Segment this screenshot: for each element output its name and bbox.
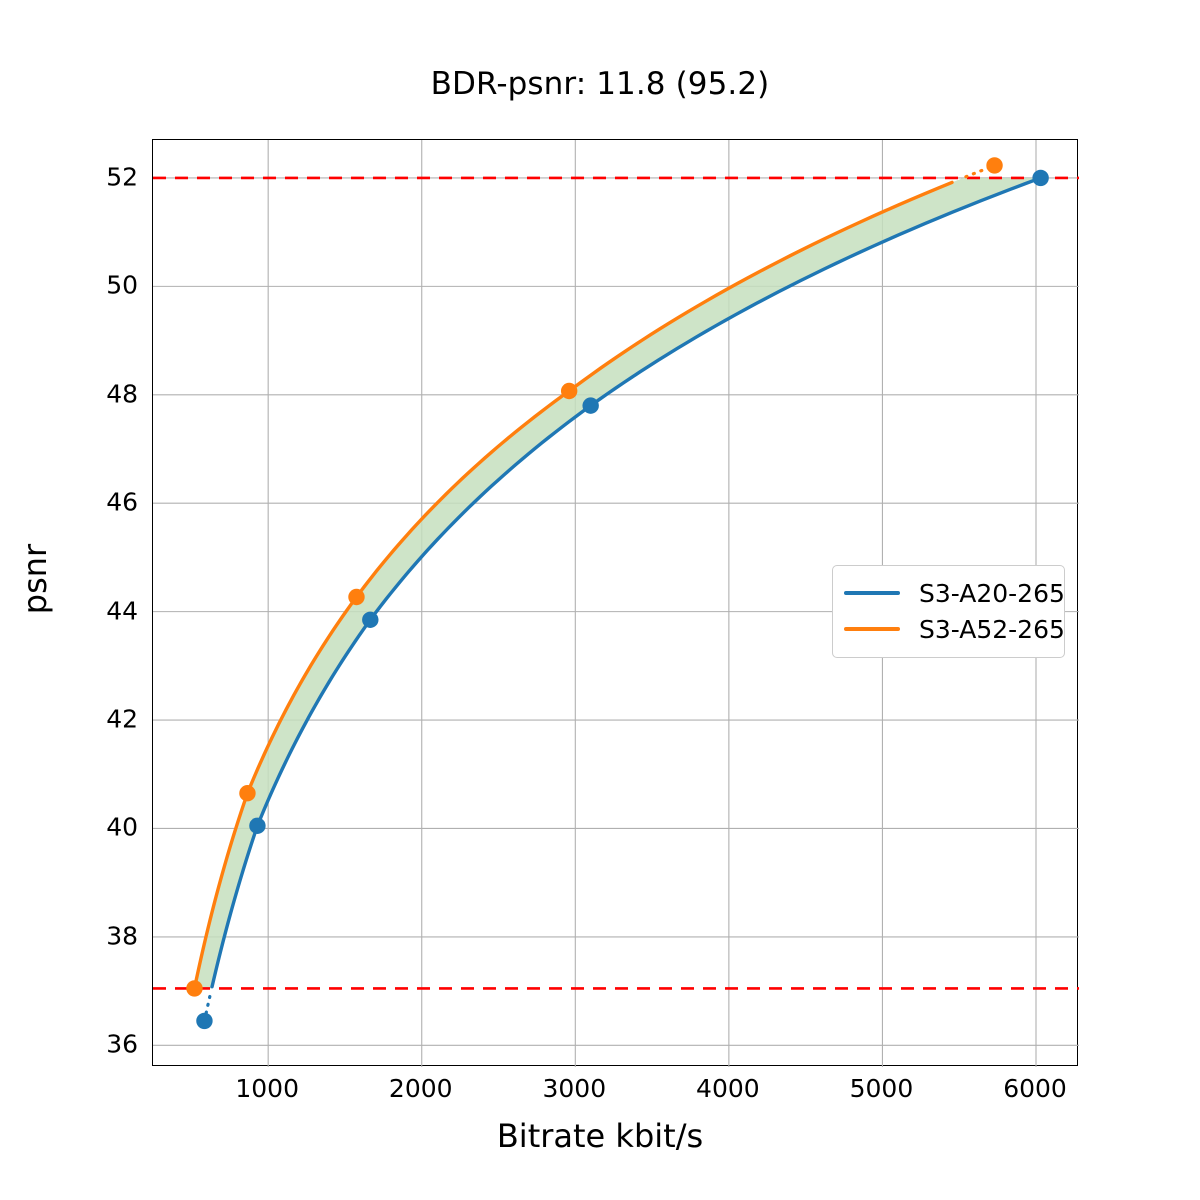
- legend-item-1[interactable]: S3-A52-265: [844, 611, 1065, 647]
- x-tick-label-5000: 5000: [849, 1074, 914, 1103]
- x-tick-label-3000: 3000: [542, 1074, 607, 1103]
- y-tick-label-46: 46: [106, 487, 138, 517]
- y-axis-label: psnr: [16, 543, 54, 615]
- reference-lines: [153, 176, 1079, 990]
- y-tick-label-38: 38: [106, 921, 138, 951]
- y-tick-label-52: 52: [106, 162, 138, 192]
- y-tick-label-48: 48: [106, 379, 138, 409]
- legend-label-1: S3-A52-265: [919, 614, 1065, 644]
- x-axis-label: Bitrate kbit/s: [496, 1117, 704, 1155]
- y-tick-label-40: 40: [106, 812, 138, 842]
- x-tick-label-4000: 4000: [696, 1074, 760, 1103]
- legend-label-0: S3-A20-265: [919, 578, 1065, 608]
- x-tick-label-2000: 2000: [388, 1074, 453, 1103]
- legend: S3-A20-265 S3-A52-265: [832, 565, 1065, 658]
- series-points: [186, 157, 1049, 1030]
- legend-color-swatch-0: [844, 591, 900, 595]
- x-tick-label-6000: 6000: [1003, 1074, 1067, 1103]
- y-axis-ticks: 36 38 40 42 44 46 48 50 52: [6, 0, 138, 1200]
- y-tick-label-36: 36: [106, 1029, 138, 1059]
- y-tick-label-44: 44: [106, 596, 138, 626]
- plot-canvas: [153, 140, 1079, 1067]
- legend-color-swatch-1: [844, 627, 900, 631]
- chart-title: BDR-psnr: 11.8 (95.2): [430, 66, 770, 102]
- y-tick-label-50: 50: [106, 270, 138, 300]
- y-tick-label-42: 42: [106, 704, 138, 734]
- x-tick-label-1000: 1000: [235, 1074, 299, 1103]
- legend-item-0[interactable]: S3-A20-265: [844, 575, 1065, 611]
